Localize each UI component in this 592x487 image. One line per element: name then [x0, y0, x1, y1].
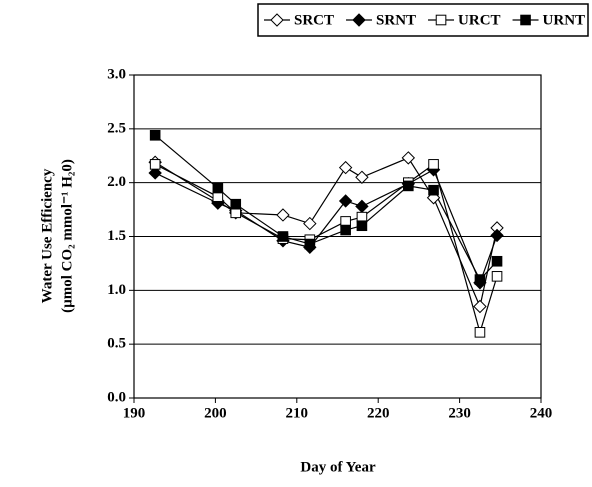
x-tick-label: 190	[123, 405, 146, 421]
marker	[355, 199, 369, 214]
marker	[303, 216, 317, 231]
marker	[491, 255, 503, 267]
marker	[304, 238, 316, 250]
marker	[212, 182, 224, 194]
marker	[277, 231, 289, 242]
legend-box	[257, 3, 589, 37]
y-tick-label: 2.5	[107, 120, 126, 136]
marker	[148, 166, 162, 180]
marker	[149, 129, 161, 141]
legend-marker	[435, 14, 447, 26]
legend-marker	[520, 14, 531, 26]
marker	[403, 180, 414, 192]
marker	[428, 184, 439, 196]
marker	[149, 159, 161, 170]
marker	[356, 220, 368, 232]
y-tick-label: 2.0	[107, 174, 126, 190]
legend-marker	[352, 13, 366, 27]
marker	[474, 274, 486, 285]
marker	[230, 198, 242, 210]
legend-label: URCT	[458, 12, 501, 28]
series-line	[154, 157, 498, 309]
x-axis-label: Day of Year	[300, 459, 376, 475]
marker	[474, 327, 486, 338]
marker	[428, 159, 439, 170]
marker	[473, 299, 487, 314]
legend-label: URNT	[543, 12, 586, 28]
y-tick-label: 0.5	[107, 336, 126, 352]
legend-marker	[270, 13, 284, 27]
y-tick-label: 0.0	[107, 389, 126, 405]
y-axis-label: (µmol CO₂ mmol⁻¹ H₂0)	[59, 159, 75, 313]
x-tick-label: 210	[286, 405, 309, 421]
marker	[338, 160, 353, 175]
x-tick-label: 230	[448, 405, 471, 421]
marker	[338, 194, 353, 208]
y-axis-label: Water Use Efficiency	[39, 168, 55, 303]
marker	[276, 208, 290, 222]
marker	[490, 228, 504, 243]
y-tick-label: 1.0	[107, 282, 126, 298]
series-line	[154, 163, 498, 335]
x-tick-label: 220	[367, 405, 390, 421]
marker	[355, 170, 369, 184]
marker	[401, 151, 416, 165]
legend-label: SRNT	[376, 12, 416, 28]
x-tick-label: 240	[530, 405, 553, 421]
y-tick-label: 1.5	[107, 228, 126, 244]
plot-frame	[133, 74, 542, 399]
marker	[340, 224, 351, 236]
legend-label: SRCT	[294, 12, 334, 28]
marker	[491, 271, 503, 282]
y-tick-label: 3.0	[107, 66, 126, 82]
x-tick-label: 200	[204, 405, 227, 421]
